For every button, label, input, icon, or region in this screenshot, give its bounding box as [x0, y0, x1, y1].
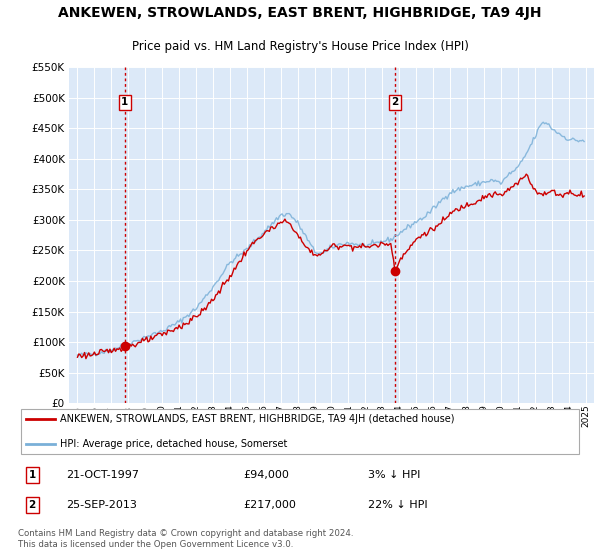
Text: £94,000: £94,000	[244, 470, 289, 479]
Text: ANKEWEN, STROWLANDS, EAST BRENT, HIGHBRIDGE, TA9 4JH (detached house): ANKEWEN, STROWLANDS, EAST BRENT, HIGHBRI…	[60, 414, 455, 424]
Text: 1: 1	[121, 97, 128, 108]
Text: 25-SEP-2013: 25-SEP-2013	[66, 500, 137, 510]
Text: 2: 2	[28, 500, 36, 510]
Text: Price paid vs. HM Land Registry's House Price Index (HPI): Price paid vs. HM Land Registry's House …	[131, 40, 469, 53]
Text: 22% ↓ HPI: 22% ↓ HPI	[368, 500, 427, 510]
Text: 3% ↓ HPI: 3% ↓ HPI	[368, 470, 420, 479]
Text: 2: 2	[391, 97, 398, 108]
Text: HPI: Average price, detached house, Somerset: HPI: Average price, detached house, Some…	[60, 439, 287, 449]
Text: 1: 1	[28, 470, 36, 479]
Text: £217,000: £217,000	[244, 500, 296, 510]
FancyBboxPatch shape	[21, 409, 579, 454]
Text: 21-OCT-1997: 21-OCT-1997	[66, 470, 139, 479]
Text: ANKEWEN, STROWLANDS, EAST BRENT, HIGHBRIDGE, TA9 4JH: ANKEWEN, STROWLANDS, EAST BRENT, HIGHBRI…	[58, 6, 542, 20]
Text: Contains HM Land Registry data © Crown copyright and database right 2024.
This d: Contains HM Land Registry data © Crown c…	[18, 529, 353, 549]
